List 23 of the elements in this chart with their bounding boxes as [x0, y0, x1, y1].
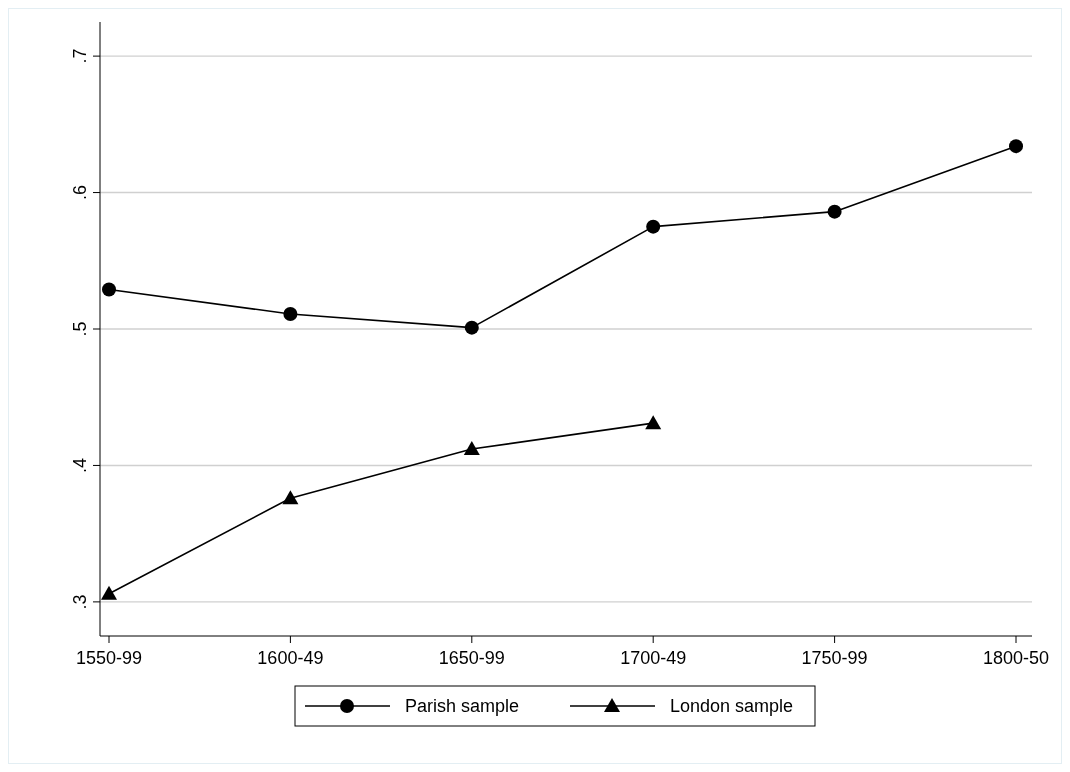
x-tick-label: 1600-49 [257, 648, 324, 668]
y-tick-label: .3 [70, 594, 90, 610]
y-tick-label: .6 [70, 185, 90, 201]
point [1009, 139, 1023, 154]
y-tick-label: .5 [70, 321, 90, 337]
y-tick-label: .7 [70, 48, 90, 64]
point [283, 306, 298, 321]
x-tick-label: 1650-99 [438, 648, 505, 668]
point [645, 415, 662, 430]
point [463, 441, 480, 456]
point [646, 219, 661, 234]
x-tick-label: 1700-49 [620, 648, 687, 668]
x-tick-label: 1550-99 [75, 648, 143, 668]
point [102, 282, 116, 297]
point [464, 320, 479, 335]
point [282, 490, 299, 505]
y-tick-label: .4 [70, 457, 90, 473]
x-tick-label: 1800-50 [982, 648, 1050, 668]
point [827, 204, 842, 219]
legend-label: London sample [670, 696, 794, 716]
legend-label: Parish sample [405, 696, 520, 716]
x-tick-label: 1750-99 [801, 648, 868, 668]
point [101, 585, 117, 600]
